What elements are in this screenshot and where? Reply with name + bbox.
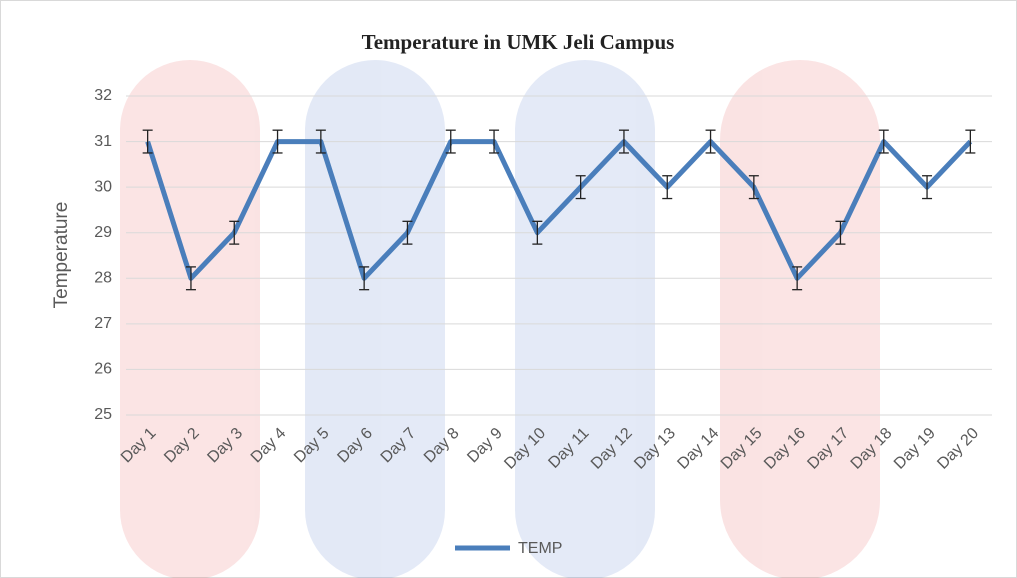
legend-label: TEMP xyxy=(518,540,562,557)
error-bar xyxy=(965,129,976,154)
y-tick-label: 25 xyxy=(94,406,112,423)
error-bar xyxy=(705,129,716,154)
error-bar xyxy=(748,175,759,200)
error-bar xyxy=(185,266,196,291)
chart-title: Temperature in UMK Jeli Campus xyxy=(362,30,675,54)
error-bar xyxy=(445,129,456,154)
error-bar xyxy=(229,220,240,245)
error-bar xyxy=(142,129,153,154)
y-tick-label: 28 xyxy=(94,270,112,287)
y-axis-label: Temperature xyxy=(51,202,72,309)
error-bar xyxy=(878,129,889,154)
series-line xyxy=(145,139,973,281)
watermark xyxy=(120,60,880,578)
y-tick-label: 26 xyxy=(94,361,112,378)
error-bar xyxy=(489,129,500,154)
error-bar xyxy=(272,129,283,154)
y-tick-label: 32 xyxy=(94,87,112,104)
error-bar xyxy=(662,175,673,200)
error-bar xyxy=(922,175,933,200)
y-tick-label: 27 xyxy=(94,315,112,332)
error-bar xyxy=(359,266,370,291)
error-bar xyxy=(315,129,326,154)
error-bar xyxy=(792,266,803,291)
error-bar xyxy=(402,220,413,245)
y-tick-label: 31 xyxy=(94,133,112,150)
error-bar xyxy=(575,175,586,200)
y-tick-label: 30 xyxy=(94,178,112,195)
error-bar xyxy=(835,220,846,245)
error-bar xyxy=(532,220,543,245)
error-bar xyxy=(618,129,629,154)
y-tick-label: 29 xyxy=(94,224,112,241)
